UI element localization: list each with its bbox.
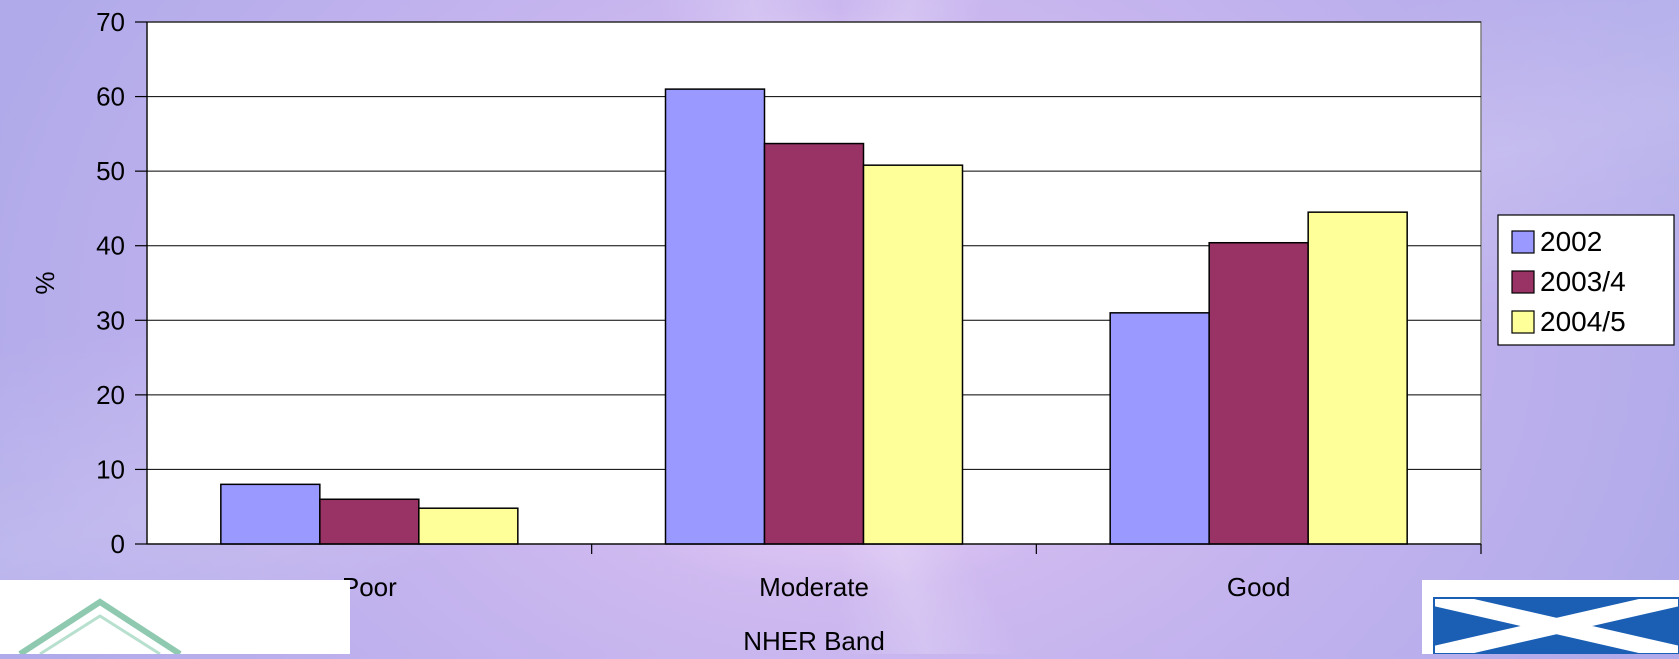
y-axis-title: % [30,271,60,294]
x-tick-label: Moderate [759,572,869,602]
logo-left [0,580,350,657]
x-axis-title: NHER Band [743,626,885,654]
x-tick-label: Good [1227,572,1291,602]
legend-label: 2003/4 [1540,266,1626,297]
legend: 2002 2003/4 2004/5 [1497,214,1675,346]
y-tick-label: 70 [96,7,125,37]
axes [135,21,1482,554]
bar [1307,211,1408,545]
y-tick-label: 50 [96,156,125,186]
saltire-flag-icon [1422,580,1679,659]
y-tick-label: 30 [96,305,125,335]
bar [319,498,420,545]
bar [1208,241,1309,545]
legend-swatch [1511,270,1535,294]
bar [418,507,519,545]
y-tick-label: 60 [96,82,125,112]
bar [763,142,865,545]
y-tick-labels: 0 10 20 30 40 50 60 70 [96,7,125,559]
legend-label: 2002 [1540,226,1602,257]
bars [220,88,1408,545]
x-tick-label: Poor [342,572,397,602]
x-tick-labels: Poor Moderate Good [342,572,1291,602]
bar [1109,312,1210,545]
legend-label: 2004/5 [1540,306,1626,337]
legend-swatch [1511,230,1535,254]
legend-swatch [1511,310,1535,334]
bar [664,88,766,545]
logo-icon [18,598,182,657]
bar [220,483,321,545]
y-tick-label: 40 [96,231,125,261]
y-tick-label: 10 [96,454,125,484]
y-tick-label: 0 [111,529,125,559]
y-tick-label: 20 [96,380,125,410]
bar [862,164,964,545]
